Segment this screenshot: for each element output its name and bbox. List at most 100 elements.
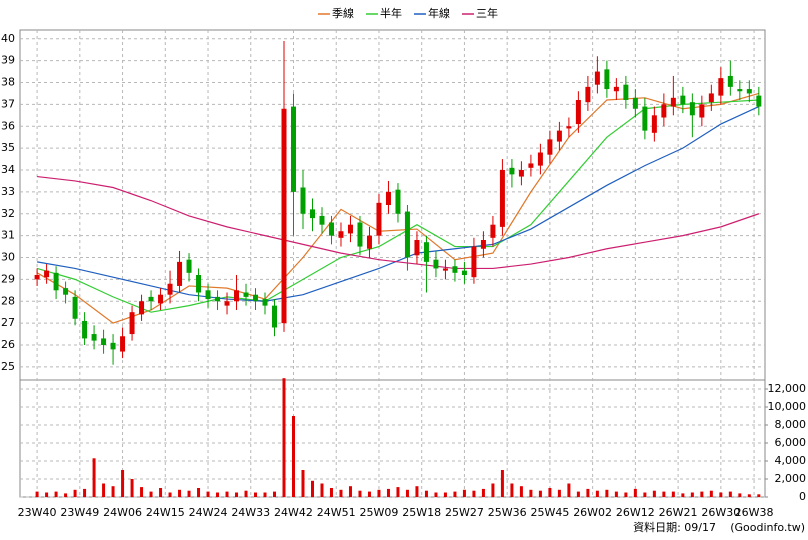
candle-body [566,126,572,129]
candle-body [338,231,344,238]
volume-bar [453,491,457,497]
volume-bar [291,416,295,497]
candle-body [575,100,581,125]
legend-label: 三年 [476,6,498,20]
candle-body [537,152,543,166]
candle-body [499,170,505,227]
candle-body [452,266,458,273]
candle-body [699,104,705,118]
volume-bar [35,491,39,497]
volume-bar [500,470,504,497]
y-tick-label: 26 [1,338,15,351]
ma-line [36,106,760,302]
x-tick-label: 24W15 [146,506,185,519]
volume-bar [510,483,514,497]
candle-body [480,240,486,249]
volume-bar [254,492,258,497]
y-tick-label: 28 [1,294,15,307]
volume-bar [747,494,751,497]
x-tick-label: 24W24 [189,506,228,519]
volume-bar [73,489,77,497]
volume-bar [614,491,618,497]
volume-bar [159,488,163,497]
volume-bar [83,488,87,497]
volume-bar [462,489,466,497]
volume-bar [424,490,428,497]
volume-bar [358,490,362,497]
y-tick-label: 35 [1,141,15,154]
volume-bar [396,487,400,497]
volume-bar [310,480,314,497]
candle-body [328,222,334,236]
candle-body [727,75,733,87]
volume-bar [273,491,277,497]
legend-label: 半年 [380,6,402,20]
volume-bar [586,488,590,497]
volume-bar [652,490,656,497]
x-tick-label: 26W30 [701,506,740,519]
volume-bar [443,492,447,497]
candle-body [556,130,562,142]
candle-body [604,69,610,90]
legend-label: 季線 [332,6,354,20]
candle-body [680,95,686,105]
y-tick-label: 40 [1,32,15,45]
candle-body [708,93,714,103]
candle-body [746,89,752,94]
y-tick-label: 30 [1,251,15,264]
volume-bar [738,493,742,497]
volume-bar [282,378,286,497]
volume-bar [197,488,201,497]
candle-body [642,106,648,131]
candle-body [613,86,619,92]
volume-bar [102,483,106,497]
x-tick-label: 25W27 [445,506,484,519]
candle-body [689,102,695,116]
volume-bar [339,489,343,497]
x-tick-label: 23W40 [18,506,57,519]
y2-tick-label: 8,000 [775,418,807,431]
candle-body [72,296,78,319]
volume-bar [415,486,419,497]
candle-body [262,299,268,306]
y-tick-label: 37 [1,97,15,110]
candle-body [158,294,164,304]
volume-bar [700,491,704,497]
candle-body [196,275,202,293]
volume-bar [92,458,96,497]
volume-bar [263,492,267,497]
volume-bar [225,491,229,497]
candle-body [547,139,553,155]
volume-bar [481,488,485,497]
volume-bar [548,488,552,497]
x-tick-label: 24W42 [274,506,313,519]
candle-body [281,108,287,324]
candle-body [309,209,315,219]
volume-bar [567,483,571,497]
volume-bar [111,486,115,497]
y2-tick-label: 6,000 [775,436,807,449]
volume-bar [377,489,381,497]
volume-bar [54,491,58,497]
candle-body [623,84,629,100]
candle-body [632,97,638,109]
volume-bar [671,491,675,497]
volume-bar [45,492,49,497]
volume-bar [576,491,580,497]
candle-body [110,342,116,350]
candle-body [319,215,325,225]
candle-body [756,95,762,107]
y-tick-label: 32 [1,207,15,220]
candle-body [414,240,420,256]
volume-bar [595,490,599,497]
candle-body [91,334,97,341]
candle-body [404,211,410,258]
candle-body [205,290,211,300]
y-tick-label: 25 [1,360,15,373]
volume-bar [719,492,723,497]
volume-bar [140,487,144,497]
volume-bar [690,492,694,497]
ma-line [37,175,760,270]
source-date: 資料日期: 09/17 [633,520,716,534]
y-tick-label: 34 [1,163,15,176]
